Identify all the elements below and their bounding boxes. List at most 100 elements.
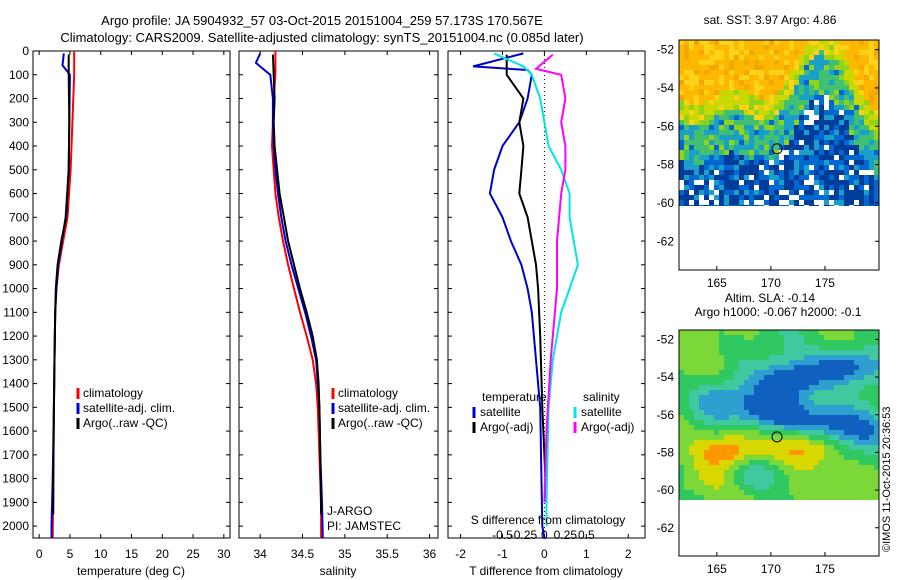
sla-cell bbox=[719, 435, 724, 440]
sla-cell bbox=[704, 480, 709, 485]
sla-cell bbox=[869, 350, 874, 355]
sla-cell bbox=[839, 390, 844, 395]
sst-cell bbox=[839, 130, 844, 135]
sst-cell bbox=[789, 165, 794, 170]
sla-cell bbox=[829, 490, 834, 495]
sst-cell bbox=[834, 55, 839, 60]
sla-cell bbox=[704, 355, 709, 360]
sla-cell bbox=[799, 470, 804, 475]
sla-cell bbox=[764, 460, 769, 465]
sla-cell bbox=[824, 460, 829, 465]
sst-cell bbox=[819, 140, 824, 145]
sla-cell bbox=[754, 430, 759, 435]
sla-cell bbox=[774, 410, 779, 415]
sla-cell bbox=[769, 455, 774, 460]
sla-cell bbox=[739, 465, 744, 470]
depth-tick-label: 0 bbox=[22, 44, 29, 58]
sst-cell bbox=[819, 125, 824, 130]
sst-cell bbox=[804, 160, 809, 165]
sst-cell bbox=[744, 65, 749, 70]
sst-cell bbox=[824, 205, 829, 206]
sla-cell bbox=[809, 370, 814, 375]
sla-cell bbox=[779, 480, 784, 485]
sst-cell bbox=[724, 80, 729, 85]
sla-cell bbox=[729, 480, 734, 485]
sst-cell bbox=[789, 115, 794, 120]
sst-cell bbox=[799, 85, 804, 90]
sla-cell bbox=[819, 350, 824, 355]
sla-cell bbox=[779, 415, 784, 420]
sst-cell bbox=[859, 170, 864, 175]
map-x-tick-label: 165 bbox=[707, 562, 727, 576]
sla-cell bbox=[809, 410, 814, 415]
sla-cell bbox=[744, 400, 749, 405]
sst-cell bbox=[864, 175, 869, 180]
sst-cell bbox=[699, 170, 704, 175]
sla-cell bbox=[694, 395, 699, 400]
sla-cell bbox=[814, 355, 819, 360]
sla-cell bbox=[874, 380, 879, 385]
sla-cell bbox=[789, 415, 794, 420]
sst-cell bbox=[854, 175, 859, 180]
series-line bbox=[270, 51, 323, 538]
sla-cell bbox=[859, 405, 864, 410]
sst-cell bbox=[694, 100, 699, 105]
sla-cell bbox=[854, 480, 859, 485]
sla-cell bbox=[849, 330, 854, 335]
sla-cell bbox=[819, 370, 824, 375]
sst-cell bbox=[689, 100, 694, 105]
sla-cell bbox=[699, 365, 704, 370]
sla-cell bbox=[734, 380, 739, 385]
sla-cell bbox=[814, 370, 819, 375]
sla-cell bbox=[804, 410, 809, 415]
sst-cell bbox=[794, 170, 799, 175]
sla-cell bbox=[869, 335, 874, 340]
sst-cell bbox=[814, 135, 819, 140]
sla-cell bbox=[759, 435, 764, 440]
sla-cell bbox=[774, 355, 779, 360]
sst-cell bbox=[819, 155, 824, 160]
sst-cell bbox=[844, 55, 849, 60]
sla-cell bbox=[739, 365, 744, 370]
sla-cell bbox=[759, 385, 764, 390]
sst-cell bbox=[804, 105, 809, 110]
sla-cell bbox=[844, 430, 849, 435]
sla-cell bbox=[839, 405, 844, 410]
sla-cell bbox=[679, 375, 684, 380]
sst-cell bbox=[734, 55, 739, 60]
sla-cell bbox=[759, 340, 764, 345]
sla-cell bbox=[724, 385, 729, 390]
depth-tick-label: 1500 bbox=[2, 400, 29, 414]
sla-cell bbox=[754, 470, 759, 475]
sla-cell bbox=[709, 475, 714, 480]
sla-cell bbox=[769, 475, 774, 480]
sst-cell bbox=[854, 90, 859, 95]
sst-cell bbox=[874, 140, 879, 145]
sst-cell bbox=[784, 100, 789, 105]
sst-cell bbox=[759, 45, 764, 50]
sla-cell bbox=[714, 460, 719, 465]
sla-cell bbox=[834, 375, 839, 380]
sst-cell bbox=[684, 120, 689, 125]
sla-cell bbox=[689, 355, 694, 360]
sla-cell bbox=[844, 335, 849, 340]
sla-cell bbox=[704, 420, 709, 425]
sla-cell bbox=[749, 340, 754, 345]
sst-cell bbox=[724, 150, 729, 155]
map-y-tick-label: -60 bbox=[657, 483, 675, 497]
sst-cell bbox=[839, 60, 844, 65]
sla-cell bbox=[849, 430, 854, 435]
sst-cell bbox=[834, 75, 839, 80]
sla-cell bbox=[774, 365, 779, 370]
sla-cell bbox=[724, 470, 729, 475]
sla-cell bbox=[779, 430, 784, 435]
sst-cell bbox=[839, 95, 844, 100]
sla-cell bbox=[814, 480, 819, 485]
sla-cell bbox=[724, 490, 729, 495]
sst-cell bbox=[744, 120, 749, 125]
sst-cell bbox=[849, 95, 854, 100]
sst-cell bbox=[829, 125, 834, 130]
sst-cell bbox=[834, 115, 839, 120]
sla-cell bbox=[744, 440, 749, 445]
sla-cell bbox=[759, 350, 764, 355]
